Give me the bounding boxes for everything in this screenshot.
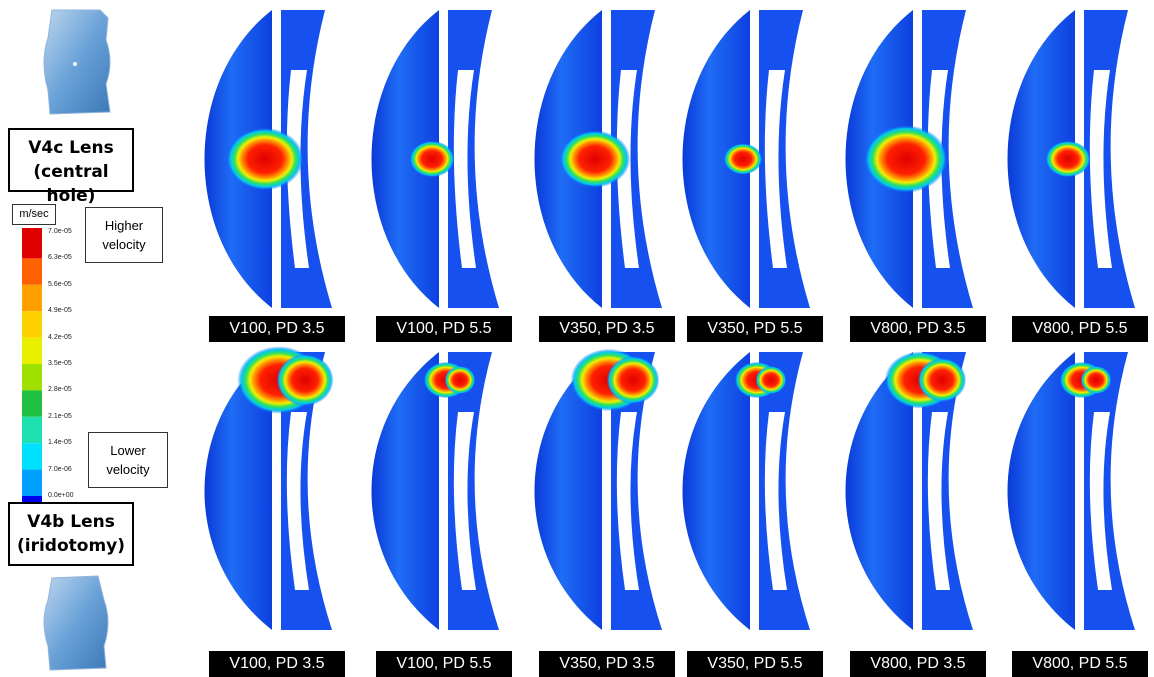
- panel-label: V800, PD 3.5: [850, 316, 986, 342]
- velocity-hotspot: [445, 366, 476, 394]
- high-label: Higher velocity: [85, 207, 163, 263]
- lens-top: [44, 10, 110, 114]
- cfd-panel: [846, 351, 974, 630]
- colorbar-band: [22, 338, 42, 364]
- panel-label: V800, PD 5.5: [1012, 316, 1148, 342]
- colorbar-tick-label: 2.1e-05: [48, 413, 72, 421]
- colorbar-band: [22, 470, 42, 496]
- colorbar-tick-label: 7.0e-06: [48, 466, 72, 474]
- velocity-hotspot: [276, 354, 333, 406]
- top-lens-title: V4c Lens: [10, 136, 132, 160]
- colorbar: [22, 228, 42, 522]
- colorbar-tick-label: 2.8e-05: [48, 386, 72, 394]
- anterior-chamber: [683, 352, 751, 630]
- panel-label: V100, PD 5.5: [376, 316, 512, 342]
- panel-label: V800, PD 3.5: [850, 651, 986, 677]
- velocity-hotspot: [1046, 141, 1091, 177]
- colorbar-tick-label: 5.6e-05: [48, 281, 72, 289]
- velocity-hotspot: [410, 141, 455, 177]
- colorbar-tick-label: 1.4e-05: [48, 439, 72, 447]
- cfd-panel: [535, 10, 663, 308]
- figure: V4c Lens (central hole) V4b Lens (iridot…: [0, 0, 1154, 677]
- colorbar-tick-label: 4.2e-05: [48, 334, 72, 342]
- colorbar-tick-label: 7.0e-05: [48, 228, 72, 236]
- colorbar-tick-label: 0.0e+00: [48, 492, 74, 500]
- colorbar-tick-label: 4.9e-05: [48, 307, 72, 315]
- anterior-chamber: [1008, 352, 1076, 630]
- velocity-hotspot: [1081, 366, 1112, 394]
- colorbar-band: [22, 228, 42, 258]
- cfd-panel: [205, 10, 333, 308]
- colorbar-tick-label: 3.5e-05: [48, 360, 72, 368]
- cfd-panel: [372, 10, 500, 308]
- panel-label: V800, PD 5.5: [1012, 651, 1148, 677]
- cfd-panel: [846, 10, 974, 308]
- cfd-panel: [683, 352, 811, 630]
- velocity-hotspot: [560, 130, 630, 187]
- velocity-hotspot: [756, 366, 787, 394]
- lens-bottom: [44, 576, 108, 670]
- cfd-panel: [205, 346, 334, 630]
- colorbar-band: [22, 390, 42, 416]
- colorbar-band: [22, 311, 42, 337]
- velocity-hotspot: [864, 125, 947, 193]
- colorbar-band: [22, 417, 42, 443]
- colorbar-band: [22, 258, 42, 284]
- bottom-lens-label: V4b Lens (iridotomy): [8, 502, 134, 566]
- bottom-lens-subtitle: (iridotomy): [10, 534, 132, 558]
- cfd-panel: [535, 349, 663, 630]
- cfd-panel: [372, 352, 500, 630]
- colorbar-band: [22, 364, 42, 390]
- cfd-panel: [1008, 352, 1136, 630]
- panel-label: V100, PD 3.5: [209, 316, 345, 342]
- cfd-panel: [1008, 10, 1136, 308]
- panel-label: V100, PD 5.5: [376, 651, 512, 677]
- velocity-hotspot: [724, 143, 762, 174]
- unit-label: m/sec: [12, 204, 56, 225]
- top-lens-label: V4c Lens (central hole): [8, 128, 134, 192]
- panel-label: V350, PD 3.5: [539, 316, 675, 342]
- anterior-chamber: [372, 352, 440, 630]
- colorbar-band: [22, 443, 42, 469]
- panel-label: V100, PD 3.5: [209, 651, 345, 677]
- panel-label: V350, PD 5.5: [687, 651, 823, 677]
- panel-label: V350, PD 5.5: [687, 316, 823, 342]
- colorbar-band: [22, 285, 42, 311]
- cfd-panel: [683, 10, 811, 308]
- low-label: Lower velocity: [88, 432, 168, 488]
- velocity-hotspot: [607, 356, 660, 404]
- panel-label: V350, PD 3.5: [539, 651, 675, 677]
- bottom-lens-title: V4b Lens: [10, 510, 132, 534]
- top-lens-subtitle: (central hole): [10, 160, 132, 208]
- velocity-hotspot: [227, 128, 304, 190]
- velocity-hotspot: [918, 358, 966, 402]
- colorbar-tick-label: 6.3e-05: [48, 254, 72, 262]
